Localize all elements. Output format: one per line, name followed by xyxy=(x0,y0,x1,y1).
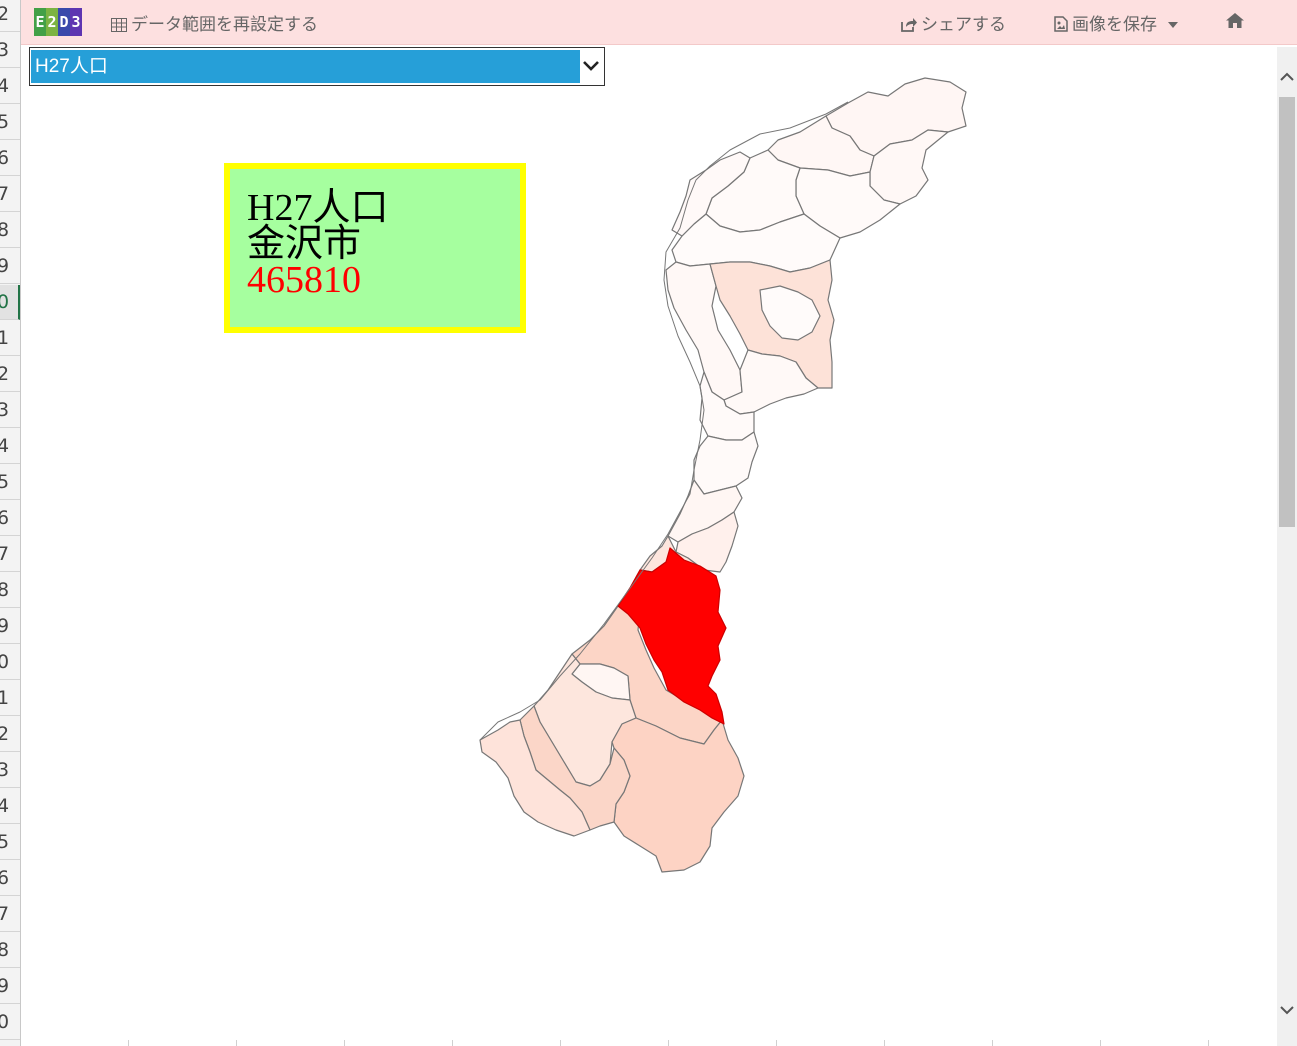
toolbar: E 2 D 3 データ範囲を再設定する シェアする 画像を保存 xyxy=(21,0,1297,45)
row-number[interactable]: 8 xyxy=(0,573,20,608)
reset-data-range-button[interactable]: データ範囲を再設定する xyxy=(111,10,318,37)
vertical-scrollbar[interactable] xyxy=(1277,47,1297,1046)
map-region[interactable] xyxy=(611,717,745,873)
row-number[interactable]: 6 xyxy=(0,861,20,896)
row-number[interactable]: 7 xyxy=(0,177,20,212)
logo-letter: 3 xyxy=(70,8,82,36)
row-number[interactable]: 0 xyxy=(0,1005,20,1040)
info-box: H27人口 金沢市 465810 xyxy=(224,163,526,333)
grid-tick xyxy=(560,1040,561,1046)
row-number[interactable]: 8 xyxy=(0,213,20,248)
row-number[interactable]: 4 xyxy=(0,429,20,464)
map-region[interactable] xyxy=(675,511,739,573)
row-number[interactable]: 9 xyxy=(0,249,20,284)
grid-tick xyxy=(776,1040,777,1046)
row-number[interactable]: 0 xyxy=(0,285,20,320)
scroll-up-icon[interactable] xyxy=(1277,65,1297,89)
share-icon xyxy=(901,17,917,37)
share-label: シェアする xyxy=(921,15,1006,35)
grid-tick xyxy=(1208,1040,1209,1046)
save-image-button[interactable]: 画像を保存 xyxy=(1054,10,1179,37)
map-region[interactable] xyxy=(671,151,751,237)
row-number[interactable]: 6 xyxy=(0,501,20,536)
logo-letter: E xyxy=(34,8,46,36)
info-title: H27人口 xyxy=(247,187,389,229)
map-region[interactable] xyxy=(759,285,821,341)
kanazawa-region[interactable] xyxy=(617,547,727,725)
grid-tick xyxy=(1100,1040,1101,1046)
e2d3-logo[interactable]: E 2 D 3 xyxy=(34,8,82,36)
home-icon xyxy=(1226,13,1244,33)
row-number[interactable]: 1 xyxy=(0,321,20,356)
share-button[interactable]: シェアする xyxy=(901,10,1006,37)
scrollbar-thumb[interactable] xyxy=(1279,97,1295,527)
caret-down-icon xyxy=(1168,13,1179,33)
grid-tick xyxy=(668,1040,669,1046)
reset-data-range-label: データ範囲を再設定する xyxy=(131,15,318,35)
logo-letter: 2 xyxy=(46,8,58,36)
row-number[interactable]: 4 xyxy=(0,69,20,104)
row-number[interactable]: 7 xyxy=(0,537,20,572)
row-number[interactable]: 2 xyxy=(0,357,20,392)
grid-tick xyxy=(128,1040,129,1046)
row-number[interactable]: 3 xyxy=(0,393,20,428)
table-icon xyxy=(111,17,127,37)
row-number[interactable]: 3 xyxy=(0,33,20,68)
info-city-name: 金沢市 xyxy=(247,223,362,265)
row-number[interactable]: 0 xyxy=(0,645,20,680)
row-number[interactable]: 2 xyxy=(0,0,20,32)
chevron-down-icon xyxy=(582,57,600,76)
image-file-icon xyxy=(1054,16,1068,37)
row-header-strip: 23456789012345678901234567890 xyxy=(0,0,21,1046)
grid-tick xyxy=(884,1040,885,1046)
grid-tick xyxy=(344,1040,345,1046)
info-value: 465810 xyxy=(247,259,361,301)
row-number[interactable]: 5 xyxy=(0,105,20,140)
home-button[interactable] xyxy=(1226,13,1244,33)
grid-tick xyxy=(992,1040,993,1046)
row-number[interactable]: 9 xyxy=(0,609,20,644)
row-number[interactable]: 3 xyxy=(0,753,20,788)
scroll-down-icon[interactable] xyxy=(1277,998,1297,1022)
grid-tick xyxy=(452,1040,453,1046)
row-number[interactable]: 1 xyxy=(0,681,20,716)
data-column-select[interactable]: H27人口 xyxy=(29,47,605,86)
row-number[interactable]: 5 xyxy=(0,825,20,860)
row-number[interactable]: 9 xyxy=(0,969,20,1004)
row-number[interactable]: 5 xyxy=(0,465,20,500)
map-region[interactable] xyxy=(693,431,759,495)
row-number[interactable]: 6 xyxy=(0,141,20,176)
row-number[interactable]: 8 xyxy=(0,933,20,968)
select-value: H27人口 xyxy=(31,50,580,83)
logo-letter: D xyxy=(58,8,70,36)
row-number[interactable]: 4 xyxy=(0,789,20,824)
grid-tick xyxy=(236,1040,237,1046)
row-number[interactable]: 2 xyxy=(0,717,20,752)
row-number[interactable]: 7 xyxy=(0,897,20,932)
save-image-label: 画像を保存 xyxy=(1072,15,1157,35)
map-region[interactable] xyxy=(479,719,591,837)
